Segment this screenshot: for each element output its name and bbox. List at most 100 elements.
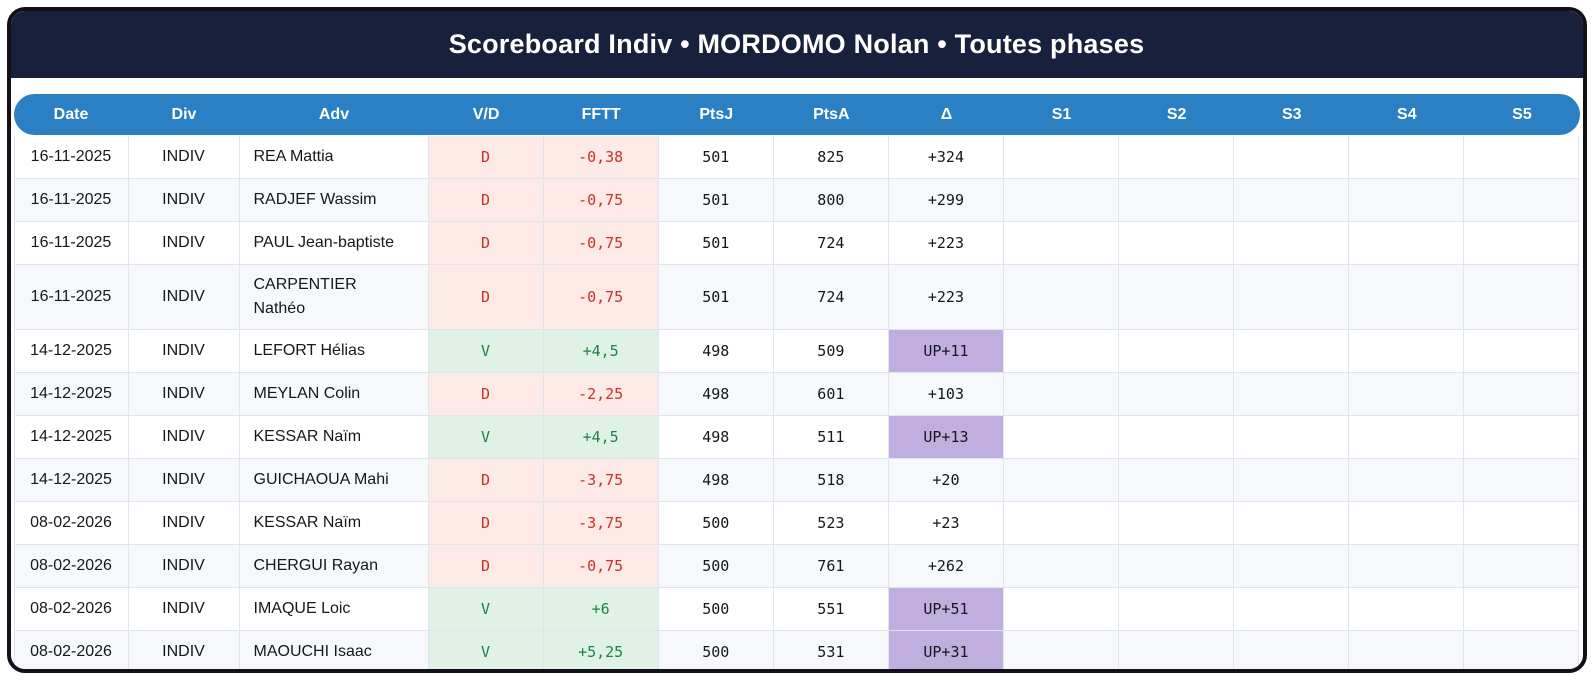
- column-header-fftt: FFTT: [581, 105, 621, 123]
- cell-ptsj: 501: [658, 179, 774, 222]
- cell-ptsj: 498: [658, 373, 774, 416]
- cell-div: INDIV: [128, 179, 240, 222]
- cell-s4: [1349, 631, 1465, 669]
- table-row: 16-11-2025 INDIV CARPENTIER Nathéo D -0,75 50…: [13, 265, 1580, 330]
- cell-s4: [1349, 330, 1465, 373]
- cell-ptsa: 518: [773, 459, 889, 502]
- table-row: 16-11-2025 INDIV PAUL Jean-baptiste D -0,75 5…: [13, 222, 1580, 265]
- cell-adv: CARPENTIER Nathéo: [239, 265, 429, 330]
- cell-div: INDIV: [128, 545, 240, 588]
- cell-s4: [1349, 502, 1465, 545]
- column-header-s3: S3: [1281, 105, 1302, 123]
- cell-div: INDIV: [128, 222, 240, 265]
- cell-s2: [1119, 502, 1235, 545]
- cell-delta: UP+11: [888, 330, 1004, 373]
- cell-s2: [1119, 459, 1235, 502]
- cell-vd: D: [428, 502, 544, 545]
- cell-vd: D: [428, 545, 544, 588]
- cell-s5: [1464, 588, 1580, 631]
- cell-s5: [1464, 373, 1580, 416]
- cell-vd: D: [428, 222, 544, 265]
- cell-s5: [1464, 416, 1580, 459]
- cell-s2: [1119, 588, 1235, 631]
- table-row: 08-02-2026 INDIV CHERGUI Rayan D -0,75 500 761…: [13, 545, 1580, 588]
- cell-s4: [1349, 459, 1465, 502]
- cell-ptsj: 501: [658, 222, 774, 265]
- cell-s5: [1464, 545, 1580, 588]
- cell-adv: KESSAR Naïm: [239, 502, 429, 545]
- cell-s3: [1234, 330, 1350, 373]
- cell-s2: [1119, 545, 1235, 588]
- cell-date: 14-12-2025: [13, 459, 129, 502]
- cell-ptsa: 511: [773, 416, 889, 459]
- cell-s4: [1349, 416, 1465, 459]
- cell-fftt: -3,75: [543, 459, 659, 502]
- cell-date: 16-11-2025: [13, 179, 129, 222]
- cell-date: 14-12-2025: [13, 330, 129, 373]
- cell-date: 14-12-2025: [13, 373, 129, 416]
- cell-fftt: +6: [543, 588, 659, 631]
- cell-vd: V: [428, 631, 544, 669]
- column-header-ptsa: PtsA: [813, 105, 850, 123]
- cell-delta: +223: [888, 265, 1004, 330]
- scoreboard-widget: Scoreboard Indiv • MORDOMO Nolan • Toute…: [6, 7, 1587, 673]
- column-header-s4: S4: [1397, 105, 1417, 123]
- table-row: 14-12-2025 INDIV GUICHAOUA Mahi D -3,75 498 51…: [13, 459, 1580, 502]
- cell-s5: [1464, 136, 1580, 179]
- cell-vd: D: [428, 179, 544, 222]
- cell-s2: [1119, 631, 1235, 669]
- cell-s3: [1234, 631, 1350, 669]
- cell-s4: [1349, 588, 1465, 631]
- cell-date: 16-11-2025: [13, 265, 129, 330]
- cell-s5: [1464, 179, 1580, 222]
- cell-ptsa: 800: [773, 179, 889, 222]
- cell-s1: [1003, 631, 1120, 669]
- cell-vd: D: [428, 459, 544, 502]
- cell-div: INDIV: [128, 631, 240, 669]
- cell-s4: [1349, 265, 1465, 330]
- table-row: 14-12-2025 INDIV MEYLAN Colin D -2,25 498 601 +…: [13, 373, 1580, 416]
- scoreboard-table: Date Div Adv V/D FFTT PtsJ PtsA Δ S1 S2 S3 S4 S5 16-…: [11, 78, 1583, 669]
- cell-s1: [1003, 330, 1120, 373]
- cell-s4: [1349, 373, 1465, 416]
- cell-delta: UP+13: [888, 416, 1004, 459]
- cell-div: INDIV: [128, 330, 240, 373]
- column-header-s1: S1: [1051, 105, 1072, 123]
- cell-s3: [1234, 459, 1350, 502]
- cell-fftt: -0,75: [543, 179, 659, 222]
- cell-adv: RADJEF Wassim: [239, 179, 429, 222]
- cell-s1: [1003, 179, 1120, 222]
- cell-s3: [1234, 179, 1350, 222]
- cell-s1: [1003, 502, 1120, 545]
- cell-fftt: -0,75: [543, 545, 659, 588]
- column-header-date: Date: [53, 105, 89, 123]
- column-header-div: Div: [171, 105, 197, 123]
- cell-ptsj: 498: [658, 416, 774, 459]
- cell-div: INDIV: [128, 136, 240, 179]
- cell-vd: V: [428, 588, 544, 631]
- cell-s1: [1003, 222, 1120, 265]
- column-header-s2: S2: [1166, 105, 1187, 123]
- column-header-s5: S5: [1512, 105, 1532, 123]
- column-header-delta: Δ: [940, 105, 953, 123]
- cell-ptsj: 498: [658, 459, 774, 502]
- table-header: Date Div Adv V/D FFTT PtsJ PtsA Δ S1 S2 S3 S4 S5: [13, 94, 1580, 135]
- cell-date: 08-02-2026: [13, 502, 129, 545]
- cell-s3: [1234, 265, 1350, 330]
- cell-s2: [1119, 373, 1235, 416]
- cell-s5: [1464, 265, 1580, 330]
- table-row: 08-02-2026 INDIV IMAQUE Loic V +6 500 551 UP+51: [13, 588, 1580, 631]
- cell-div: INDIV: [128, 502, 240, 545]
- cell-adv: MAOUCHI Isaac: [239, 631, 429, 669]
- cell-delta: +223: [888, 222, 1004, 265]
- cell-s1: [1003, 136, 1120, 179]
- cell-fftt: -2,25: [543, 373, 659, 416]
- cell-fftt: -0,75: [543, 265, 659, 330]
- cell-s3: [1234, 222, 1350, 265]
- cell-date: 16-11-2025: [13, 136, 129, 179]
- cell-ptsj: 501: [658, 136, 774, 179]
- table-body: 16-11-2025 INDIV REA Mattia D -0,38 501 825 +32…: [13, 136, 1580, 669]
- cell-vd: D: [428, 373, 544, 416]
- cell-s2: [1119, 179, 1235, 222]
- cell-adv: REA Mattia: [239, 136, 429, 179]
